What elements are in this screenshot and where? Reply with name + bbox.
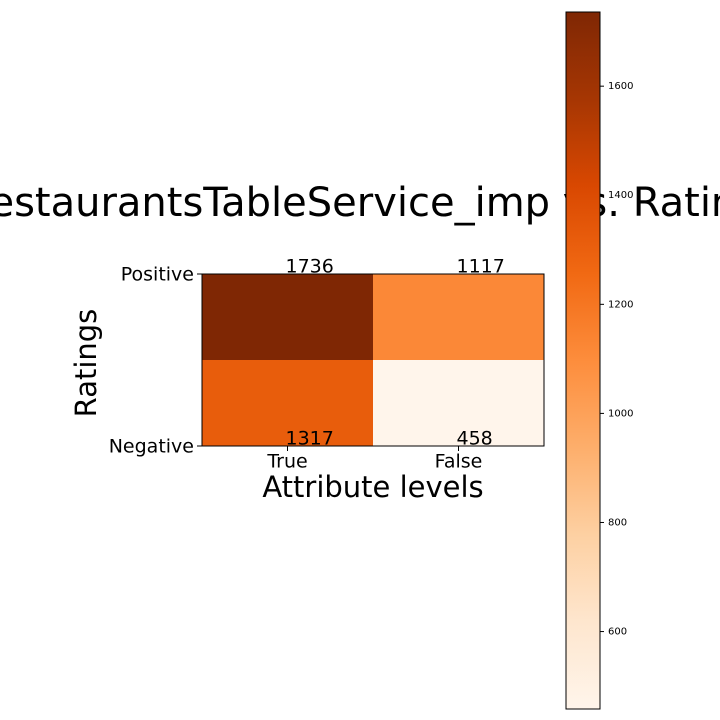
- colorbar-tick-label: 1600: [608, 81, 633, 92]
- x-axis-label: Attribute levels: [262, 470, 483, 504]
- x-tick-label: True: [266, 451, 307, 473]
- heatmap-cell: [373, 274, 544, 360]
- colorbar-tick-label: 1400: [608, 190, 633, 201]
- value-label: 1736: [286, 256, 334, 278]
- heatmap-cell: [373, 360, 544, 446]
- heatmap-cell: [202, 360, 373, 446]
- value-label: 1317: [286, 428, 334, 450]
- x-tick-label: False: [435, 451, 483, 473]
- heatmap-cell: [202, 274, 373, 360]
- chart-title: RestaurantsTableService_imp vs. Ratings: [0, 180, 720, 226]
- colorbar-tick-label: 1200: [608, 299, 633, 310]
- colorbar-tick-label: 1000: [608, 408, 633, 419]
- colorbar: [565, 11, 601, 710]
- y-tick-label: Negative: [109, 436, 194, 458]
- value-label: 458: [457, 428, 493, 450]
- plot-frame: [201, 273, 545, 447]
- value-label: 1117: [457, 256, 505, 278]
- y-axis-label: Ratings: [69, 309, 103, 418]
- y-tick-label: Positive: [121, 264, 194, 286]
- colorbar-tick-label: 600: [608, 627, 627, 638]
- colorbar-tick-label: 800: [608, 517, 627, 528]
